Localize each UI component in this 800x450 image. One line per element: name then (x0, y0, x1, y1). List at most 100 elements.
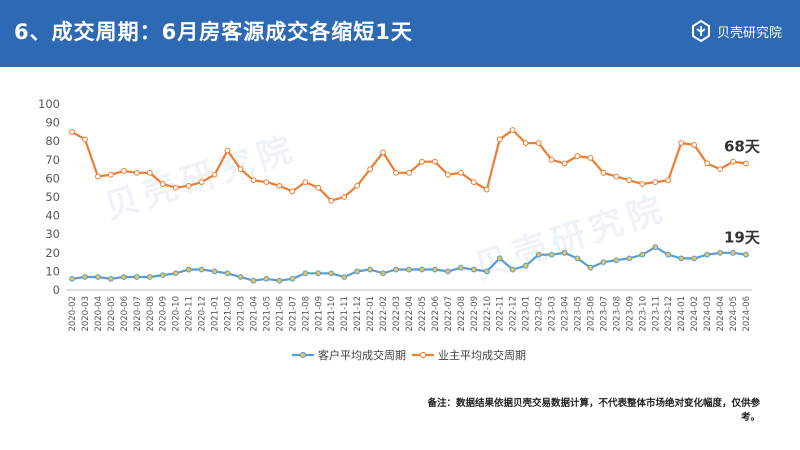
data-point (496, 136, 503, 143)
data-point (704, 160, 711, 167)
x-tick-label: 2021-03 (237, 296, 247, 332)
x-tick-label: 2022-11 (496, 296, 506, 332)
x-tick-label: 2022-02 (379, 296, 389, 332)
data-point (393, 169, 399, 176)
y-tick-label: 10 (45, 264, 60, 278)
data-point (107, 275, 114, 282)
data-point (315, 270, 322, 277)
data-point (289, 275, 296, 282)
shell-logo-icon (691, 20, 710, 42)
x-tick-label: 2021-07 (288, 296, 298, 332)
data-point (69, 129, 75, 135)
data-point (198, 266, 205, 273)
data-point (302, 179, 309, 186)
data-point (224, 147, 231, 154)
x-tick-label: 2022-07 (444, 296, 454, 332)
x-tick-label: 2023-09 (625, 296, 635, 332)
data-point (600, 259, 607, 266)
data-point (341, 194, 348, 200)
y-tick-label: 60 (45, 171, 60, 185)
x-tick-label: 2022-10 (483, 296, 493, 332)
data-point (561, 160, 568, 167)
data-point (263, 179, 270, 186)
x-tick-label: 2022-06 (431, 296, 441, 332)
footnote: 备注：数据结果依据贝壳交易数据计算，不代表整体市场绝对变化幅度，仅供参考。 (427, 398, 760, 423)
data-point (730, 158, 736, 165)
x-tick-label: 2020-02 (68, 296, 78, 332)
x-tick-label: 2022-05 (418, 296, 428, 332)
data-point (483, 268, 490, 275)
data-point (457, 169, 464, 176)
data-point (380, 149, 386, 156)
data-point (678, 255, 685, 262)
data-point (717, 166, 723, 172)
data-point (133, 169, 140, 176)
data-point (678, 140, 685, 146)
y-tick-label: 50 (45, 190, 60, 204)
x-tick-label: 2023-02 (535, 296, 545, 332)
data-point (444, 171, 451, 178)
data-point (561, 249, 568, 256)
data-point (107, 171, 114, 178)
data-point (146, 274, 153, 280)
brand-logo: 贝壳研究院 (691, 20, 782, 42)
data-point (328, 197, 335, 204)
data-point (419, 158, 425, 165)
x-tick-label: 2020-09 (159, 296, 169, 332)
x-tick-label: 2020-11 (185, 296, 195, 332)
x-tick-label: 2023-01 (522, 296, 532, 332)
x-tick-label: 2020-10 (172, 296, 182, 332)
data-point (263, 275, 270, 282)
data-point (237, 166, 244, 172)
x-tick-label: 2021-09 (314, 296, 324, 332)
data-point (120, 274, 127, 280)
data-point (691, 142, 698, 148)
x-tick-label: 2020-07 (133, 296, 143, 332)
x-tick-label: 2021-11 (340, 296, 350, 332)
data-point (574, 153, 581, 159)
data-point (172, 184, 179, 191)
data-point (82, 136, 88, 143)
x-tick-label: 2023-07 (599, 296, 609, 332)
data-point (444, 268, 451, 275)
data-point (743, 251, 749, 258)
data-point (717, 249, 723, 256)
x-tick-label: 2021-05 (262, 296, 272, 332)
x-tick-label: 2023-03 (548, 296, 558, 332)
data-point (146, 169, 153, 176)
data-point (639, 251, 646, 258)
x-tick-label: 2020-04 (94, 296, 104, 332)
data-point (639, 181, 646, 187)
data-point (522, 262, 529, 269)
data-point (600, 169, 607, 176)
y-tick-label: 20 (45, 246, 60, 260)
series-end-label: 19天 (724, 229, 761, 247)
x-tick-label: 2020-06 (120, 296, 130, 332)
x-tick-label: 2021-10 (327, 296, 337, 332)
data-point (211, 268, 218, 275)
data-point (237, 274, 244, 280)
data-point (626, 177, 633, 184)
data-point (613, 257, 620, 264)
data-point (354, 182, 361, 189)
x-tick-label: 2022-09 (470, 296, 480, 332)
data-point (613, 173, 620, 180)
series-line-2 (71, 128, 747, 202)
x-tick-label: 2023-06 (586, 296, 596, 332)
y-tick-label: 30 (45, 227, 60, 241)
logo-text: 贝壳研究院 (716, 25, 782, 41)
data-point (276, 182, 283, 189)
x-tick-label: 2021-02 (224, 296, 234, 332)
data-point (289, 188, 296, 195)
y-tick-label: 70 (45, 153, 60, 167)
x-tick-label: 2023-04 (561, 296, 571, 332)
x-tick-label: 2023-08 (612, 296, 622, 332)
x-tick-label: 2022-04 (405, 296, 415, 332)
data-point (185, 182, 192, 189)
x-tick-label: 2021-06 (275, 296, 285, 332)
data-point (432, 158, 438, 165)
y-tick-label: 90 (45, 116, 60, 130)
page-title: 6、成交周期：6月房客源成交各缩短1天 (14, 20, 413, 44)
data-point (315, 184, 322, 191)
